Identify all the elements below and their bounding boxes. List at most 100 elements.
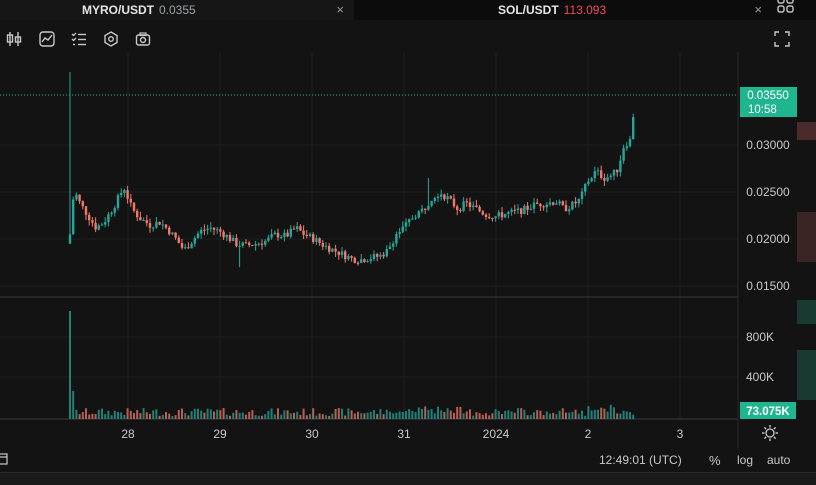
candle-body — [590, 178, 593, 182]
volume-bar — [587, 406, 590, 419]
volume-bar — [385, 409, 388, 419]
volume-bar — [257, 415, 260, 419]
close-icon[interactable]: × — [336, 2, 344, 17]
price-chart[interactable]: 0.03000 0.02500 0.02000 0.01500 0.03550 10:… — [0, 52, 816, 448]
candle-body — [475, 205, 478, 207]
time-axis: 28 29 30 31 2024 2 3 — [121, 427, 683, 441]
volume-bar — [437, 406, 439, 419]
candle-body — [459, 209, 462, 211]
candle-body — [68, 234, 72, 244]
volume-bar — [398, 411, 401, 419]
volume-bar — [427, 409, 430, 419]
calendar-icon[interactable] — [0, 452, 8, 466]
candle-body — [388, 246, 392, 250]
volume-bar — [363, 413, 366, 419]
time-tick-label: 3 — [677, 427, 684, 441]
volume-bar — [113, 410, 116, 419]
camera-icon[interactable] — [132, 28, 154, 50]
candle-body — [209, 227, 212, 229]
layout-grid-icon[interactable] — [776, 0, 796, 16]
volume-bar — [555, 414, 558, 419]
candle-body — [116, 195, 120, 208]
volume-bar — [497, 410, 500, 419]
volume-bar — [478, 413, 481, 419]
volume-bar — [318, 413, 321, 419]
candle-body — [238, 245, 241, 247]
log-toggle[interactable]: log — [737, 453, 754, 467]
volume-bar — [264, 414, 267, 419]
candle-body — [280, 236, 283, 238]
candle-body — [152, 227, 155, 229]
candle-body — [187, 247, 190, 249]
candle-body — [628, 138, 632, 147]
candle-body — [481, 211, 484, 215]
close-icon[interactable]: × — [754, 2, 762, 17]
volume-bar — [568, 412, 571, 419]
volume-bar — [235, 410, 238, 419]
volume-bar — [209, 409, 212, 419]
tab-bar: MYRO/USDT 0.0355 × SOL/USDT 113.093 × — [0, 0, 816, 20]
volume-bar — [629, 412, 631, 419]
auto-toggle[interactable]: auto — [767, 453, 791, 467]
candle-body — [216, 229, 219, 231]
volume-bar — [331, 413, 334, 419]
tab-sol-usdt[interactable]: SOL/USDT 113.093 × — [356, 0, 796, 20]
axis-settings-icon — [762, 425, 778, 441]
candle-body — [177, 237, 180, 244]
volume-bar — [142, 408, 145, 419]
price-tag-value: 0.03550 — [747, 90, 789, 102]
volume-bar — [369, 411, 372, 419]
utc-clock[interactable]: 12:49:01 (UTC) — [599, 453, 682, 467]
candle-body — [593, 171, 596, 179]
time-tick-label: 2 — [585, 427, 592, 441]
volume-bar — [203, 412, 206, 419]
percent-toggle[interactable]: % — [709, 453, 721, 468]
volume-bar — [91, 413, 94, 419]
volume-bar — [152, 410, 155, 419]
volume-bar — [565, 412, 567, 419]
volume-bar — [590, 410, 593, 419]
volume-bar — [408, 409, 411, 419]
volume-bar — [459, 407, 462, 419]
volume-bar — [389, 411, 391, 419]
volume-bar — [357, 411, 359, 419]
volume-bar — [219, 410, 222, 419]
time-tick-label: 30 — [305, 427, 319, 441]
time-tick-label: 28 — [121, 427, 135, 441]
candle-body — [500, 212, 504, 218]
candle-body — [564, 204, 568, 212]
volume-bar — [110, 415, 113, 419]
candle-body — [491, 218, 494, 220]
volume-bar — [571, 411, 574, 419]
candle-body — [468, 202, 472, 208]
candle-body — [324, 245, 328, 247]
footer-strip — [0, 472, 816, 485]
volume-bar — [270, 408, 273, 419]
candle-body — [168, 227, 171, 235]
candle-body — [136, 210, 139, 218]
settings-hex-icon[interactable] — [100, 28, 122, 50]
candles-icon[interactable] — [3, 28, 25, 50]
indicator-icon[interactable] — [36, 28, 58, 50]
candle-body — [120, 193, 123, 196]
volume-bar — [325, 415, 327, 419]
volume-bar — [251, 410, 254, 419]
checklist-icon[interactable] — [68, 28, 90, 50]
volume-bar — [165, 412, 167, 419]
candle-body — [404, 222, 408, 227]
tab-label-wrap: MYRO/USDT 0.0355 — [82, 3, 196, 17]
candle-body — [126, 190, 129, 199]
volume-bar — [417, 407, 420, 419]
volume-bar — [101, 408, 103, 419]
candle-body — [440, 194, 443, 197]
candle-body — [353, 257, 356, 263]
fullscreen-icon[interactable] — [771, 28, 793, 50]
candle-body — [497, 212, 500, 217]
tab-myro-usdt[interactable]: MYRO/USDT 0.0355 × — [0, 0, 354, 20]
tab-symbol: MYRO/USDT — [82, 3, 154, 17]
volume-bar — [577, 413, 580, 419]
candle-body — [606, 177, 609, 181]
candle-body — [424, 208, 427, 210]
candle-body — [632, 117, 635, 139]
volume-bar — [248, 411, 251, 419]
